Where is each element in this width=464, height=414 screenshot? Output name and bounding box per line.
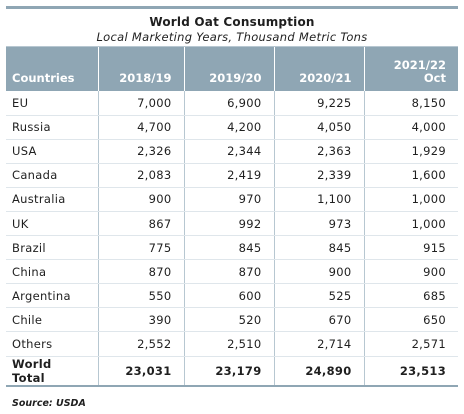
top-rule <box>6 6 458 9</box>
value-cell: 900 <box>274 259 365 285</box>
value-cell: 845 <box>184 235 275 261</box>
total-value: 23,513 <box>364 356 458 387</box>
table-row: Others 2,552 2,510 2,714 2,571 <box>6 331 458 357</box>
value-cell: 4,700 <box>98 115 185 140</box>
header-2021-22: 2021/22 Oct <box>364 47 458 91</box>
value-cell: 2,326 <box>98 139 185 164</box>
value-cell: 7,000 <box>98 91 185 116</box>
value-cell: 2,339 <box>274 163 365 188</box>
value-cell: 970 <box>184 187 275 212</box>
country-cell: Argentina <box>6 283 99 309</box>
country-cell: Russia <box>6 115 99 140</box>
header-2021-22-year: 2021/22 <box>393 58 446 72</box>
table-row: Argentina 550 600 525 685 <box>6 283 458 309</box>
value-cell: 4,200 <box>184 115 275 140</box>
country-cell: Brazil <box>6 235 99 261</box>
value-cell: 2,344 <box>184 139 275 164</box>
value-cell: 1,000 <box>364 211 458 237</box>
value-cell: 2,363 <box>274 139 365 164</box>
value-cell: 525 <box>274 283 365 309</box>
value-cell: 992 <box>184 211 275 237</box>
value-cell: 867 <box>98 211 185 237</box>
total-row: World Total 23,031 23,179 24,890 23,513 <box>6 356 458 387</box>
header-2019-20: 2019/20 <box>184 47 275 91</box>
country-cell: Others <box>6 331 99 357</box>
header-countries: Countries <box>6 47 99 91</box>
table-row: UK 867 992 973 1,000 <box>6 211 458 237</box>
country-cell: UK <box>6 211 99 237</box>
value-cell: 775 <box>98 235 185 261</box>
total-value: 23,031 <box>98 356 185 387</box>
value-cell: 390 <box>98 307 185 333</box>
value-cell: 1,000 <box>364 187 458 212</box>
value-cell: 9,225 <box>274 91 365 116</box>
source-note: Source: USDA <box>12 397 86 409</box>
value-cell: 670 <box>274 307 365 333</box>
value-cell: 1,600 <box>364 163 458 188</box>
country-cell: EU <box>6 91 99 116</box>
value-cell: 2,552 <box>98 331 185 357</box>
value-cell: 2,571 <box>364 331 458 357</box>
table-row: Brazil 775 845 845 915 <box>6 235 458 261</box>
title-block: World Oat Consumption Local Marketing Ye… <box>6 9 458 47</box>
table-subtitle: Local Marketing Years, Thousand Metric T… <box>96 30 368 44</box>
value-cell: 1,929 <box>364 139 458 164</box>
table-row: Australia 900 970 1,100 1,000 <box>6 187 458 212</box>
header-2018-19: 2018/19 <box>98 47 185 91</box>
table-row: EU 7,000 6,900 9,225 8,150 <box>6 91 458 116</box>
value-cell: 685 <box>364 283 458 309</box>
country-cell: China <box>6 259 99 285</box>
value-cell: 2,510 <box>184 331 275 357</box>
value-cell: 4,050 <box>274 115 365 140</box>
country-cell: Australia <box>6 187 99 212</box>
value-cell: 8,150 <box>364 91 458 116</box>
table-title: World Oat Consumption <box>149 15 315 29</box>
value-cell: 650 <box>364 307 458 333</box>
value-cell: 2,419 <box>184 163 275 188</box>
value-cell: 2,714 <box>274 331 365 357</box>
country-cell: Chile <box>6 307 99 333</box>
value-cell: 870 <box>98 259 185 285</box>
value-cell: 1,100 <box>274 187 365 212</box>
table-row: Canada 2,083 2,419 2,339 1,600 <box>6 163 458 188</box>
table-row: USA 2,326 2,344 2,363 1,929 <box>6 139 458 164</box>
value-cell: 520 <box>184 307 275 333</box>
consumption-table: Countries 2018/19 2019/20 2020/21 2021/2… <box>6 47 458 387</box>
value-cell: 900 <box>98 187 185 212</box>
value-cell: 915 <box>364 235 458 261</box>
header-2021-22-month: Oct <box>423 71 446 85</box>
table-row: Chile 390 520 670 650 <box>6 307 458 333</box>
header-row: Countries 2018/19 2019/20 2020/21 2021/2… <box>6 47 458 91</box>
value-cell: 973 <box>274 211 365 237</box>
total-value: 23,179 <box>184 356 275 387</box>
value-cell: 845 <box>274 235 365 261</box>
table-row: China 870 870 900 900 <box>6 259 458 285</box>
value-cell: 4,000 <box>364 115 458 140</box>
value-cell: 6,900 <box>184 91 275 116</box>
value-cell: 2,083 <box>98 163 185 188</box>
table-row: Russia 4,700 4,200 4,050 4,000 <box>6 115 458 140</box>
value-cell: 870 <box>184 259 275 285</box>
country-cell: USA <box>6 139 99 164</box>
total-label: World Total <box>6 356 99 387</box>
total-value: 24,890 <box>274 356 365 387</box>
country-cell: Canada <box>6 163 99 188</box>
value-cell: 600 <box>184 283 275 309</box>
value-cell: 550 <box>98 283 185 309</box>
value-cell: 900 <box>364 259 458 285</box>
header-2020-21: 2020/21 <box>274 47 365 91</box>
